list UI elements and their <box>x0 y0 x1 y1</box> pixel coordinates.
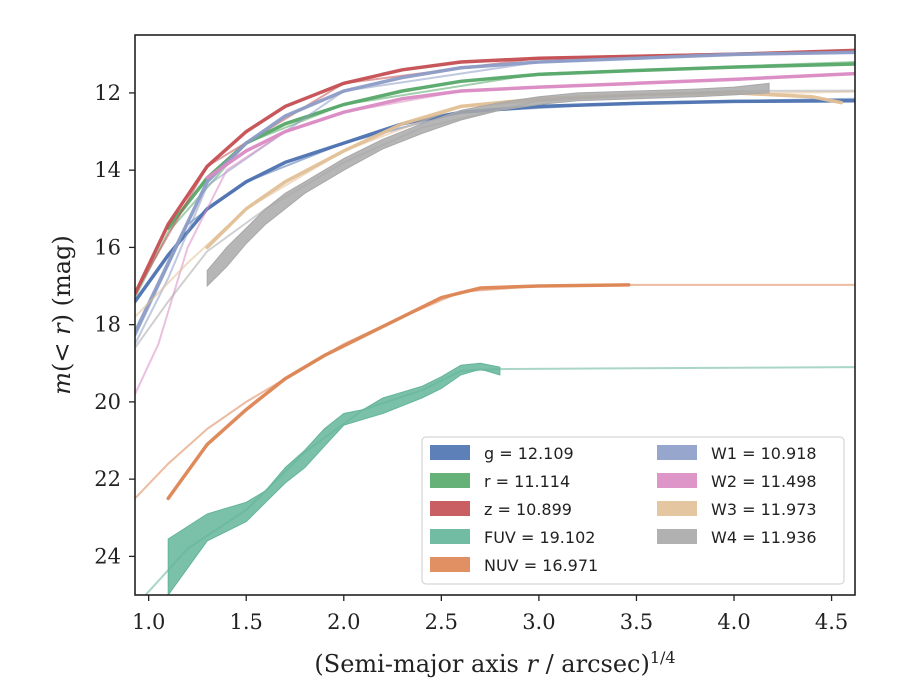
x-tick-label: 4.5 <box>815 610 848 634</box>
legend-swatch-W3 <box>657 501 697 516</box>
legend-label-g: g = 12.109 <box>484 444 574 463</box>
legend-swatch-g <box>430 445 470 460</box>
legend-swatch-z <box>430 501 470 516</box>
legend-swatch-NUV <box>430 557 470 572</box>
x-tick-label: 1.0 <box>132 610 165 634</box>
series-W2 <box>135 71 855 395</box>
x-tick-label: 4.0 <box>717 610 750 634</box>
series-W3-data-line <box>205 91 844 250</box>
legend-label-W4: W4 = 11.936 <box>711 528 817 547</box>
series-NUV-data-line <box>166 283 631 501</box>
legend-label-W1: W1 = 10.918 <box>711 444 817 463</box>
x-tick-label: 2.5 <box>425 610 458 634</box>
legend-frame <box>421 436 845 585</box>
x-tick-label: 3.5 <box>620 610 653 634</box>
series-g-data-line <box>135 98 855 304</box>
y-tick-label: 24 <box>94 544 121 568</box>
series-W2-data-line <box>205 71 855 180</box>
y-axis: 12 14 16 18 20 22 24 <box>94 81 135 568</box>
legend-swatch-W2 <box>657 473 697 488</box>
y-tick-label: 18 <box>94 313 121 337</box>
series-W4-data-band <box>206 82 770 288</box>
legend-swatch-r <box>430 473 470 488</box>
series-FUV-data-band <box>167 362 501 595</box>
y-tick-label: 16 <box>94 235 121 259</box>
x-tick-label: 3.0 <box>522 610 555 634</box>
axes-frame <box>134 34 856 596</box>
legend-label-NUV: NUV = 16.971 <box>484 556 598 575</box>
y-tick-label: 22 <box>94 467 121 491</box>
y-tick-label: 20 <box>94 390 121 414</box>
y-axis-label: m(< r) (mag) <box>48 235 76 395</box>
legend-swatch-W4 <box>657 529 697 544</box>
legend: g = 12.109 r = 11.114 z = 10.899 FUV = 19.1… <box>421 436 845 585</box>
series-FUV <box>144 362 855 595</box>
legend-label-W3: W3 = 11.973 <box>711 500 817 519</box>
series-NUV <box>135 283 855 501</box>
legend-swatch-W1 <box>657 445 697 460</box>
y-tick-label: 12 <box>94 81 121 105</box>
legend-label-z: z = 10.899 <box>484 500 572 519</box>
legend-swatch-FUV <box>430 529 470 544</box>
x-tick-label: 1.5 <box>230 610 263 634</box>
x-axis: 1.0 1.5 2.0 2.5 3.0 3.5 4.0 4.5 <box>132 595 848 634</box>
legend-label-FUV: FUV = 19.102 <box>484 528 595 547</box>
plot-area <box>135 48 855 595</box>
series-W1-data-line <box>135 50 855 335</box>
legend-label-W2: W2 = 11.498 <box>711 472 817 491</box>
x-axis-label-text: (Semi-major axis r / arcsec)1/4 <box>314 648 675 678</box>
x-tick-label: 2.0 <box>327 610 360 634</box>
y-tick-label: 14 <box>94 158 121 182</box>
series-W4 <box>135 82 855 349</box>
x-axis-label: (Semi-major axis r / arcsec)1/4 <box>314 648 675 678</box>
legend-label-r: r = 11.114 <box>484 472 570 491</box>
